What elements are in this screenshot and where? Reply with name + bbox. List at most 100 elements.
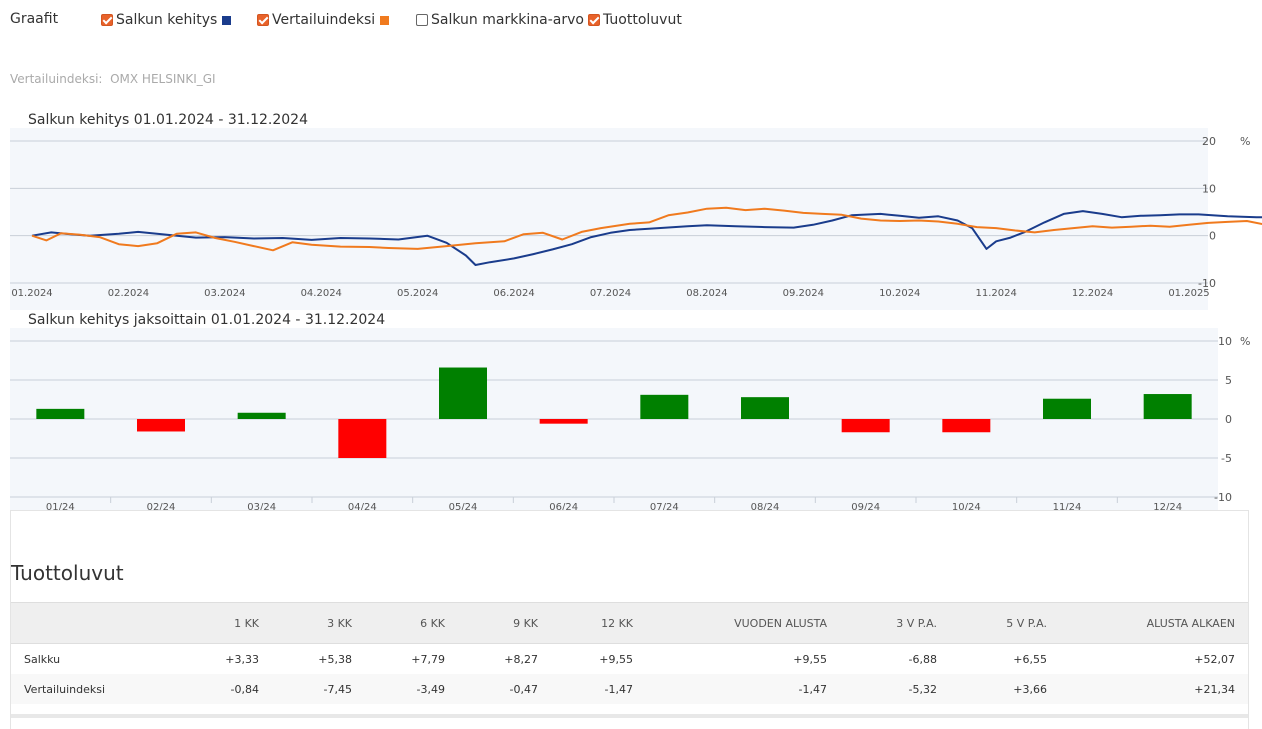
bar <box>942 419 991 433</box>
x-tick-label: 02/24 <box>147 502 176 512</box>
y-tick-label: 0 <box>1225 413 1232 426</box>
row-label: Vertailuindeksi <box>11 674 171 704</box>
column-header: 6 KK <box>352 602 445 644</box>
x-tick-label: 03.2024 <box>204 288 245 299</box>
checkbox-label: Vertailuindeksi <box>272 12 376 28</box>
x-tick-label: 09.2024 <box>783 288 824 299</box>
table-cell: -1,47 <box>633 674 827 704</box>
column-header: 3 V P.A. <box>827 602 937 644</box>
table-row: Vertailuindeksi -0,84 -7,45 -3,49 -0,47 -1,47… <box>11 674 1248 704</box>
y-tick-label: 5 <box>1225 374 1232 387</box>
table-cell: +9,55 <box>599 652 633 666</box>
table-cell: -6,88 <box>908 652 937 666</box>
x-tick-label: 06/24 <box>549 502 578 512</box>
column-header: 3 KK <box>259 602 352 644</box>
x-tick-label: 12/24 <box>1153 502 1182 512</box>
returns-header-row: 1 KK 3 KK 6 KK 9 KK 12 KK VUODEN ALUSTA 3 V P.… <box>11 602 1248 644</box>
y-tick-label: 0 <box>1209 230 1216 243</box>
column-header: 12 KK <box>538 602 633 644</box>
checkbox-salkun-kehitys[interactable]: Salkun kehitys <box>101 10 232 30</box>
bar <box>741 397 789 419</box>
benchmark-label: Vertailuindeksi: <box>10 72 103 86</box>
checkbox-checked-icon[interactable] <box>588 14 600 26</box>
y-unit-label: % <box>1240 335 1250 348</box>
series-swatch <box>222 15 232 25</box>
table-cell: +5,38 <box>318 652 352 666</box>
y-tick-label: -10 <box>1198 277 1216 290</box>
table-cell: +8,27 <box>504 652 538 666</box>
table-cell: +9,55 <box>793 652 827 666</box>
x-tick-label: 07/24 <box>650 502 679 512</box>
x-tick-label: 08/24 <box>751 502 780 512</box>
checkbox-label: Tuottoluvut <box>603 12 682 28</box>
checkbox-checked-icon[interactable] <box>101 14 113 26</box>
table-cell: +21,34 <box>1047 674 1248 704</box>
returns-title: Tuottoluvut <box>11 561 124 585</box>
x-tick-label: 03/24 <box>247 502 276 512</box>
table-footer-bar <box>11 714 1248 718</box>
series-line <box>31 206 1262 252</box>
returns-table: 1 KK 3 KK 6 KK 9 KK 12 KK VUODEN ALUSTA 3 V P.… <box>11 602 1248 704</box>
series-line <box>31 210 1262 266</box>
y-tick-label: -10 <box>1214 491 1232 504</box>
x-tick-label: 01/24 <box>46 502 75 512</box>
column-header: ALUSTA ALKAEN <box>1047 602 1248 644</box>
x-tick-label: 05.2024 <box>397 288 438 299</box>
benchmark-info: Vertailuindeksi: OMX HELSINKI_GI <box>10 72 216 86</box>
x-tick-label: 01.2024 <box>11 288 52 299</box>
table-cell: +3,33 <box>225 652 259 666</box>
bar <box>640 394 689 419</box>
table-cell: +7,79 <box>411 652 445 666</box>
x-tick-label: 08.2024 <box>686 288 727 299</box>
table-row: Salkku +3,33 +5,38 +7,79 +8,27 +9,55 +9,55 -6,8… <box>11 644 1248 675</box>
checkbox-tuottoluvut[interactable]: Tuottoluvut <box>588 10 682 30</box>
x-tick-label: 10.2024 <box>879 288 920 299</box>
graphs-label: Graafit <box>10 11 59 27</box>
x-tick-label: 06.2024 <box>493 288 534 299</box>
benchmark-value: OMX HELSINKI_GI <box>110 72 216 86</box>
bar <box>36 408 85 419</box>
x-tick-label: 11/24 <box>1053 502 1082 512</box>
table-cell: +52,07 <box>1194 652 1235 666</box>
checkbox-unchecked-icon[interactable] <box>416 14 428 26</box>
bar-chart: 10 5 0 -5 -10% 01/24 02/24 03/24 04/24 05/24 06/24… <box>10 328 1250 512</box>
returns-panel: Tuottoluvut 1 KK 3 KK 6 KK 9 KK 12 KK VUODEN … <box>10 510 1249 729</box>
x-tick-label: 02.2024 <box>108 288 149 299</box>
table-cell: -0,84 <box>171 674 259 704</box>
checkbox-label: Salkun markkina-arvo <box>431 12 584 28</box>
x-tick-label: 05/24 <box>449 502 478 512</box>
table-cell: -0,47 <box>445 674 538 704</box>
checkbox-vertailuindeksi[interactable]: Vertailuindeksi <box>257 10 390 30</box>
bar-chart-title: Salkun kehitys jaksoittain 01.01.2024 - … <box>28 312 386 328</box>
checkbox-salkun-markkina-arvo[interactable]: Salkun markkina-arvo <box>416 10 584 30</box>
bar <box>841 419 890 433</box>
table-cell: -1,47 <box>538 674 633 704</box>
series-swatch <box>380 15 390 25</box>
x-tick-label: 11.2024 <box>975 288 1016 299</box>
x-tick-label: 04.2024 <box>301 288 342 299</box>
x-tick-label: 04/24 <box>348 502 377 512</box>
table-cell: -7,45 <box>259 674 352 704</box>
plot-area <box>10 128 1208 310</box>
column-header: 9 KK <box>445 602 538 644</box>
bar <box>137 419 185 432</box>
y-tick-label: -5 <box>1221 452 1232 465</box>
y-tick-label: 20 <box>1202 135 1216 148</box>
x-tick-label: 09/24 <box>851 502 880 512</box>
column-header: 5 V P.A. <box>937 602 1047 644</box>
bar <box>338 419 387 458</box>
row-label: Salkku <box>24 652 61 666</box>
checkbox-checked-icon[interactable] <box>257 14 269 26</box>
x-tick-label: 01.2025 <box>1168 288 1209 299</box>
bar <box>1043 398 1091 419</box>
line-chart: 20 10 0 -10% 01.2024 02.2024 03.2024 04.2024 05.… <box>10 128 1262 310</box>
column-header: 1 KK <box>171 602 259 644</box>
bar <box>539 419 588 424</box>
table-cell: -5,32 <box>827 674 937 704</box>
y-tick-label: 10 <box>1218 335 1232 348</box>
y-unit-label: % <box>1240 135 1250 148</box>
x-tick-label: 12.2024 <box>1072 288 1113 299</box>
x-tick-label: 07.2024 <box>590 288 631 299</box>
x-tick-label: 10/24 <box>952 502 981 512</box>
table-cell: +6,55 <box>1013 652 1047 666</box>
